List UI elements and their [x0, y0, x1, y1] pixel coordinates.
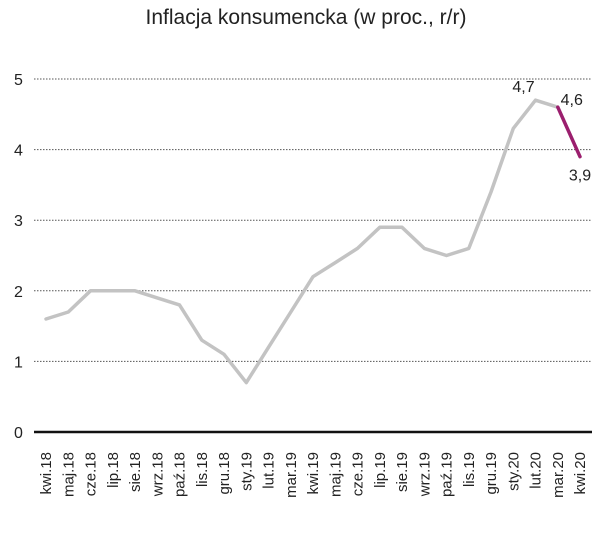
x-tick-label: lip.18	[105, 452, 122, 488]
x-tick-label: cze.18	[83, 452, 100, 496]
y-tick-label: 3	[14, 213, 23, 230]
x-tick-label: wrz.19	[416, 452, 433, 497]
x-tick-label: paź.18	[172, 452, 189, 497]
y-tick-label: 0	[14, 425, 23, 442]
series-lines	[44, 98, 582, 385]
x-tick-label: kwi.19	[305, 452, 322, 495]
series-line-main	[44, 98, 560, 385]
x-tick-label: paź.19	[439, 452, 456, 497]
x-tick-label: kwi.18	[38, 452, 55, 495]
x-tick-label: lis.19	[461, 452, 478, 487]
x-tick-label: mar.20	[550, 452, 567, 498]
data-labels: 4,7 4,6 3,9	[512, 79, 591, 184]
data-label: 3,9	[569, 168, 591, 185]
x-tick-label: maj.19	[327, 452, 344, 497]
x-tick-label: maj.18	[60, 452, 77, 497]
x-tick-label: gru.19	[483, 452, 500, 495]
x-tick-label: lut.20	[528, 452, 545, 489]
y-tick-label: 4	[14, 143, 23, 160]
series-line-highlight	[556, 105, 582, 159]
grid-lines	[34, 78, 592, 434]
x-tick-label: sie.18	[127, 452, 144, 492]
x-tick-label: gru.18	[216, 452, 233, 495]
y-tick-label: 1	[14, 354, 23, 371]
x-tick-label: mar.19	[283, 452, 300, 498]
x-tick-label: cze.19	[350, 452, 367, 496]
y-axis-ticks: 0 1 2 3 4 5	[14, 72, 23, 442]
x-tick-label: lip.19	[372, 452, 389, 488]
x-tick-label: lis.18	[194, 452, 211, 487]
chart-title: Inflacja konsumencka (w proc., r/r)	[145, 6, 467, 29]
x-tick-label: kwi.20	[572, 452, 589, 495]
data-label: 4,6	[561, 92, 583, 109]
x-tick-label: wrz.18	[149, 452, 166, 497]
x-tick-label: lut.19	[261, 452, 278, 489]
x-tick-label: sty.20	[505, 452, 522, 491]
y-tick-label: 5	[14, 72, 23, 89]
data-label: 4,7	[512, 79, 534, 96]
x-tick-label: sie.19	[394, 452, 411, 492]
x-tick-label: sty.19	[238, 452, 255, 491]
x-axis-ticks: kwi.18 maj.18 cze.18 lip.18 sie.18 wrz.18 paź.…	[38, 452, 589, 498]
y-tick-label: 2	[14, 284, 23, 301]
